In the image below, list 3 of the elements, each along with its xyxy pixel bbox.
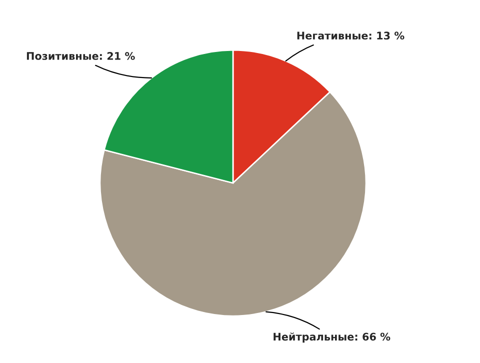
slice-label: Негативные: 13 % <box>297 32 404 40</box>
slice-label: Нейтральные: 66 % <box>274 332 390 343</box>
slice-label: Позитивные: 21 % <box>26 52 135 60</box>
